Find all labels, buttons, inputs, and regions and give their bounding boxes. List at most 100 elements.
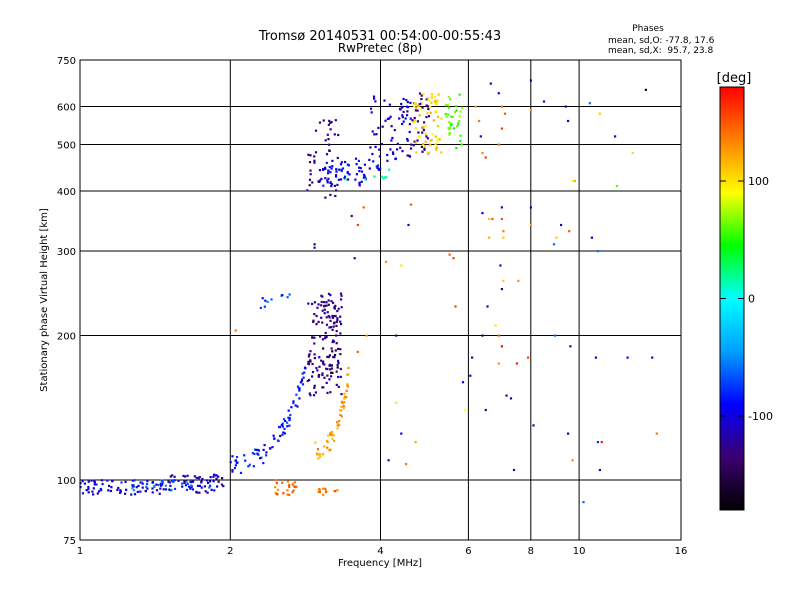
data-point (153, 484, 156, 487)
data-point (386, 159, 389, 162)
data-point (196, 484, 200, 487)
x-axis: 1 2 4 6 8 10 16 (77, 546, 688, 557)
data-point (323, 376, 326, 379)
data-point (375, 165, 378, 168)
data-point (319, 179, 322, 182)
data-point (346, 163, 349, 166)
data-point (571, 179, 574, 183)
data-point (313, 384, 316, 387)
data-point (291, 491, 294, 494)
data-point (125, 488, 128, 491)
data-point (326, 391, 329, 394)
data-point (374, 145, 377, 148)
data-point (200, 486, 203, 489)
data-point (380, 175, 383, 178)
data-point (515, 362, 518, 365)
y-tick-label: 600 (57, 103, 76, 114)
data-point (288, 424, 291, 427)
data-point (290, 406, 293, 409)
data-point (435, 148, 438, 151)
data-point (213, 489, 216, 492)
data-point (173, 475, 176, 478)
data-point (117, 486, 120, 490)
data-point (560, 223, 563, 227)
data-point (390, 125, 393, 128)
data-point (334, 349, 337, 352)
data-point (119, 491, 122, 494)
data-point (386, 117, 389, 120)
data-point (330, 375, 333, 378)
data-point (328, 149, 331, 152)
data-point (189, 480, 192, 483)
data-point (284, 419, 287, 423)
data-point (401, 114, 404, 117)
data-point (135, 486, 138, 489)
data-point (450, 115, 453, 118)
data-point (500, 105, 503, 108)
data-point (418, 92, 422, 95)
data-point (306, 189, 309, 192)
data-point (311, 302, 314, 306)
data-point (383, 176, 386, 179)
data-point (85, 489, 88, 492)
data-point (141, 482, 144, 485)
data-point (257, 453, 260, 456)
data-point (552, 243, 556, 246)
data-point (423, 147, 426, 150)
data-point (342, 405, 345, 408)
data-point (432, 119, 435, 122)
data-point (440, 117, 443, 120)
data-point (457, 123, 460, 126)
data-point (334, 490, 337, 493)
chart-title: Tromsø 20140531 00:54:00-00:55:43 (258, 29, 501, 44)
data-point (317, 457, 320, 460)
data-point (346, 172, 349, 175)
data-point (95, 483, 98, 486)
data-point (119, 490, 122, 493)
data-point (320, 300, 323, 304)
data-point (461, 106, 464, 109)
data-point (328, 354, 331, 357)
data-point (500, 127, 503, 130)
data-point (387, 459, 390, 462)
data-point (336, 317, 339, 320)
data-point (151, 491, 154, 494)
data-point (400, 432, 403, 435)
data-point (455, 147, 458, 150)
data-point (437, 93, 440, 96)
data-point (167, 480, 170, 483)
data-point (288, 417, 291, 420)
data-point (276, 493, 279, 496)
data-point (425, 116, 428, 119)
data-point (347, 373, 350, 376)
data-point (517, 279, 520, 282)
data-point (101, 483, 104, 486)
data-point (119, 489, 122, 492)
data-point (155, 483, 158, 486)
data-point (316, 306, 319, 309)
data-point (459, 139, 462, 142)
data-point (325, 335, 328, 338)
data-point (213, 473, 216, 476)
data-point (340, 405, 343, 408)
data-point (321, 309, 324, 312)
data-point (209, 476, 212, 479)
data-point (337, 347, 340, 350)
data-point (308, 378, 311, 382)
data-point (406, 101, 409, 104)
data-point (204, 490, 207, 493)
x-axis-label: Frequency [MHz] (338, 558, 422, 569)
data-point (168, 481, 171, 484)
data-point (300, 379, 303, 383)
data-point (363, 163, 366, 166)
data-point (411, 119, 414, 122)
data-point (255, 448, 258, 451)
data-point (322, 347, 325, 350)
data-point (590, 236, 593, 239)
data-point (381, 125, 384, 128)
data-point (373, 175, 376, 178)
data-point (348, 173, 351, 176)
data-point (338, 419, 341, 423)
data-point (203, 485, 206, 488)
data-point (409, 117, 412, 120)
